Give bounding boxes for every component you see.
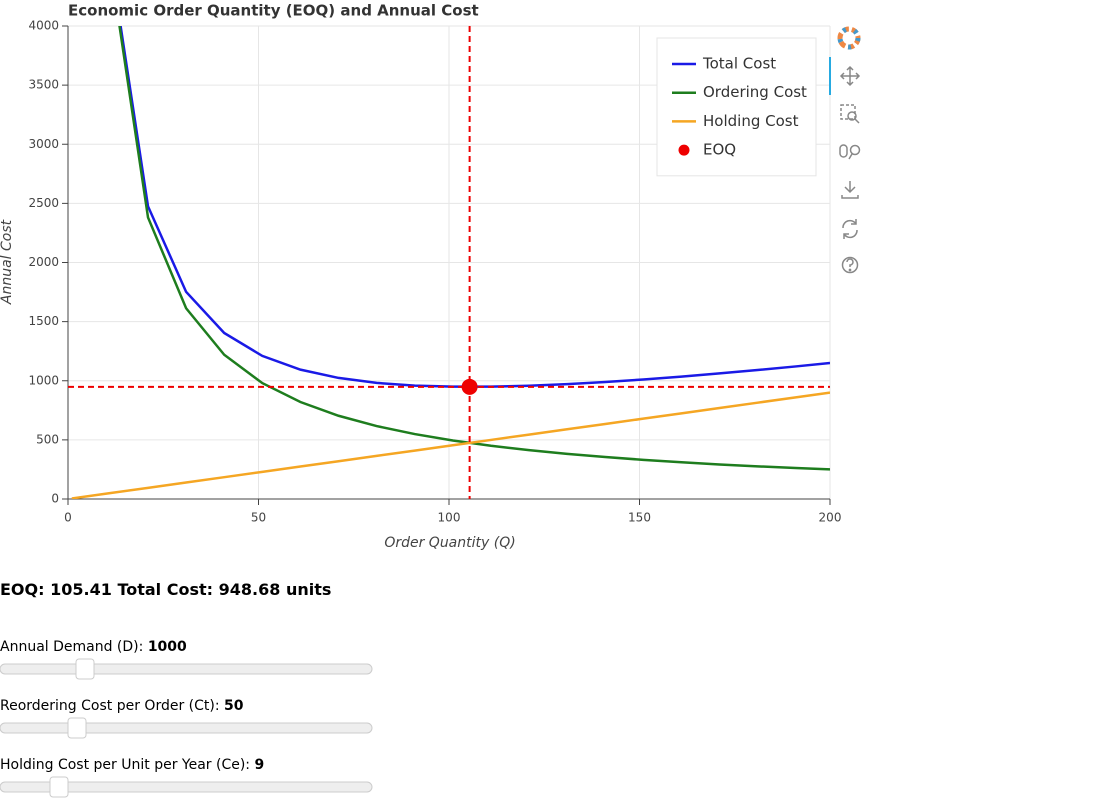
unit: units xyxy=(286,580,331,599)
pan-tool[interactable] xyxy=(839,65,861,87)
x-tick-label: 200 xyxy=(819,511,842,525)
y-tick-label: 2500 xyxy=(28,196,59,210)
x-tick-label: 50 xyxy=(251,511,266,525)
slider-track[interactable] xyxy=(0,663,373,675)
legend-swatch xyxy=(678,144,690,156)
x-tick-label: 150 xyxy=(628,511,651,525)
slider-holding-cost: Holding Cost per Unit per Year (Ce): 9 xyxy=(0,757,373,798)
cost-value: 948.68 xyxy=(219,580,281,599)
y-tick-label: 4000 xyxy=(28,19,59,33)
slider-label: Annual Demand (D): 1000 xyxy=(0,639,187,655)
slider-title: Reordering Cost per Order (Ct): xyxy=(0,698,220,714)
y-tick-label: 3500 xyxy=(28,78,59,92)
summary: EOQ: 105.41 Total Cost: 948.68 units xyxy=(0,580,331,599)
slider-handle[interactable] xyxy=(75,658,95,680)
eoq-label: EOQ: xyxy=(0,580,45,599)
y-axis-label: Annual Cost xyxy=(0,219,15,305)
toolbar xyxy=(829,26,861,274)
y-tick-label: 3000 xyxy=(28,137,59,151)
x-axis-label: Order Quantity (Q) xyxy=(384,535,515,551)
box-zoom-tool[interactable] xyxy=(840,104,860,124)
slider-title: Holding Cost per Unit per Year (Ce): xyxy=(0,757,250,773)
legend-label: Total Cost xyxy=(702,55,776,73)
chart-title: Economic Order Quantity (EOQ) and Annual… xyxy=(68,2,479,20)
slider-handle[interactable] xyxy=(49,776,69,798)
slider-value: 50 xyxy=(224,698,244,714)
slider-label: Holding Cost per Unit per Year (Ce): 9 xyxy=(0,757,264,773)
plot-area xyxy=(68,26,830,499)
y-tick-label: 2000 xyxy=(28,255,59,269)
slider-track[interactable] xyxy=(0,781,373,793)
x-tick-label: 0 xyxy=(64,511,72,525)
eoq-point xyxy=(461,378,478,395)
eoq-value: 105.41 xyxy=(50,580,112,599)
y-tick-label: 1500 xyxy=(28,314,59,328)
plot: 0 500 1000 1500 2000 2500 3000 3500 4000 0 50 100 15… xyxy=(28,19,842,525)
slider-label: Reordering Cost per Order (Ct): 50 xyxy=(0,698,244,714)
y-tick-label: 1000 xyxy=(28,373,59,387)
x-tick-label: 100 xyxy=(438,511,461,525)
bokeh-logo[interactable] xyxy=(837,26,861,50)
slider-track[interactable] xyxy=(0,722,373,734)
slider-value: 9 xyxy=(254,757,264,773)
y-tick-label: 0 xyxy=(51,492,59,506)
active-tool-indicator xyxy=(829,57,831,95)
slider-title: Annual Demand (D): xyxy=(0,639,143,655)
reset-tool[interactable] xyxy=(842,219,858,239)
slider-ordering-cost: Reordering Cost per Order (Ct): 50 xyxy=(0,698,373,739)
save-tool[interactable] xyxy=(841,181,859,199)
y-tick-label: 500 xyxy=(36,432,59,446)
cost-label: Total Cost: xyxy=(117,580,213,599)
wheel-zoom-tool[interactable] xyxy=(839,144,861,160)
help-tool[interactable] xyxy=(841,256,859,274)
series-line xyxy=(118,26,830,471)
legend-label: Holding Cost xyxy=(703,112,799,130)
slider-demand: Annual Demand (D): 1000 xyxy=(0,639,373,680)
legend-label: Ordering Cost xyxy=(703,83,807,101)
legend-label: EOQ xyxy=(703,141,736,159)
slider-handle[interactable] xyxy=(67,717,87,739)
series-line xyxy=(71,391,830,499)
slider-value: 1000 xyxy=(148,639,187,655)
